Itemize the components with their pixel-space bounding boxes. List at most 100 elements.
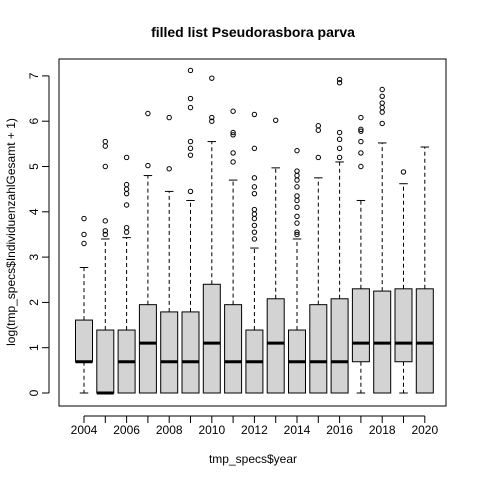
outlier-point [252,207,256,211]
box-2017 [352,289,369,362]
outlier-point [231,151,235,155]
outlier-point [188,153,192,157]
x-tick-label: 2010 [198,423,225,437]
outlier-point [210,76,214,80]
outlier-point [380,121,384,125]
box-2004 [76,320,93,362]
outlier-point [252,223,256,227]
x-tick-label: 2008 [156,423,183,437]
outlier-point [188,189,192,193]
box-2015 [310,305,327,393]
x-tick-label: 2014 [284,423,311,437]
box-2019 [395,289,412,362]
outlier-point [231,160,235,164]
outlier-point [380,101,384,105]
outlier-point [252,230,256,234]
plot-layer: 0 1 2 3 4 5 6 7 2004 2006 2008 2010 2012 2014 2016 2018… [27,68,438,437]
y-tick-label: 6 [27,118,41,125]
outlier-point [337,137,341,141]
y-tick-label: 7 [27,72,41,79]
outlier-point [188,146,192,150]
outlier-point [295,178,299,182]
box-2007 [139,305,156,393]
outlier-point [167,115,171,119]
outlier-point [103,139,107,143]
outlier-point [380,110,384,114]
outlier-point [359,139,363,143]
outlier-point [359,151,363,155]
box-2016 [331,299,348,393]
x-tick-label: 2018 [369,423,396,437]
x-tick-label: 2004 [71,423,98,437]
outlier-point [359,115,363,119]
outlier-point [103,219,107,223]
outlier-point [124,203,128,207]
box-2009 [182,312,199,393]
box-2013 [267,299,284,393]
x-tick-label: 2012 [241,423,268,437]
outlier-point [380,105,384,109]
outlier-point [316,128,320,132]
y-tick-label: 1 [27,344,41,351]
outlier-point [295,173,299,177]
outlier-point [295,198,299,202]
outlier-point [295,221,299,225]
box-2020 [416,289,433,393]
outlier-point [82,232,86,236]
outlier-point [146,111,150,115]
outlier-point [295,214,299,218]
outlier-point [295,148,299,152]
outlier-point [231,109,235,113]
outlier-point [252,112,256,116]
outlier-point [337,130,341,134]
outlier-point [380,87,384,91]
outlier-point [124,191,128,195]
outlier-point [359,164,363,168]
outlier-point [252,237,256,241]
x-tick-label: 2016 [326,423,353,437]
outlier-point [124,182,128,186]
outlier-point [188,96,192,100]
outlier-point [316,124,320,128]
outlier-point [295,205,299,209]
outlier-point [82,216,86,220]
outlier-point [188,105,192,109]
box-2005 [97,330,114,393]
outlier-point [337,77,341,81]
outlier-point [82,241,86,245]
outlier-point [167,167,171,171]
outlier-point [146,163,150,167]
y-tick-label: 0 [27,389,41,396]
x-tick-label: 2006 [113,423,140,437]
outlier-point [188,68,192,72]
outlier-point [401,170,405,174]
box-2010 [203,284,220,393]
outlier-point [316,155,320,159]
x-tick-label: 2020 [411,423,438,437]
chart-title: filled list Pseudorasbora parva [151,24,355,40]
outlier-point [252,212,256,216]
outlier-point [124,230,128,234]
outlier-point [252,216,256,220]
outlier-point [124,187,128,191]
box-2011 [225,305,242,393]
outlier-point [337,155,341,159]
outlier-point [124,225,128,229]
outlier-point [252,176,256,180]
outlier-point [252,146,256,150]
outlier-point [188,139,192,143]
y-tick-label: 2 [27,299,41,306]
outlier-point [274,118,278,122]
y-tick-label: 5 [27,163,41,170]
outlier-point [295,185,299,189]
outlier-point [295,194,299,198]
y-tick-label: 3 [27,253,41,260]
box-2008 [161,312,178,393]
outlier-point [103,144,107,148]
outlier-point [252,191,256,195]
outlier-point [252,185,256,189]
outlier-point [380,94,384,98]
outlier-point [103,164,107,168]
x-axis-label: tmp_specs$year [209,452,297,466]
